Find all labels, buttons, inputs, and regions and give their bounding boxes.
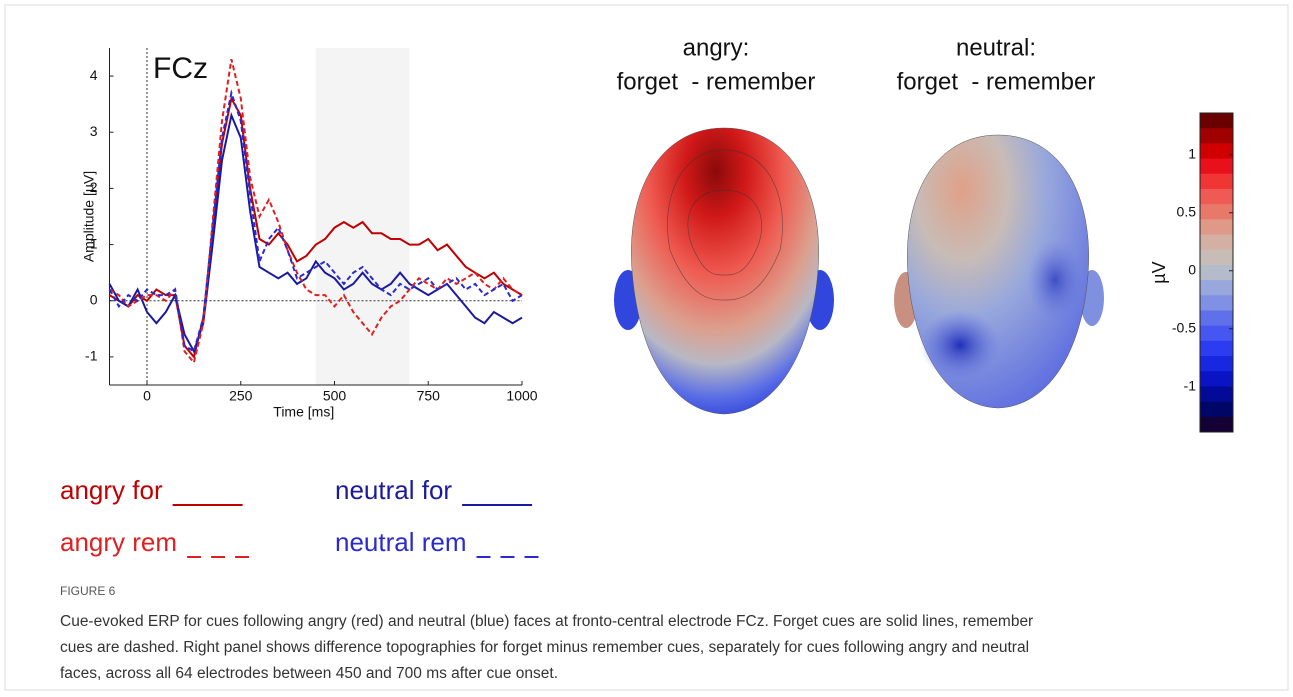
- colorbar-step: [1200, 417, 1233, 433]
- caption-line: faces, across all 64 electrodes between …: [60, 665, 558, 682]
- caption-line: Cue-evoked ERP for cues following angry …: [60, 613, 1033, 630]
- colorbar-step: [1200, 143, 1233, 159]
- topography-title: forget - remember: [617, 68, 816, 95]
- colorbar-step: [1200, 310, 1233, 326]
- colorbar-step: [1200, 235, 1233, 251]
- x-tick-label: 750: [417, 388, 441, 404]
- x-tick-label: 1000: [506, 388, 537, 404]
- x-axis-label: Time [ms]: [273, 404, 334, 420]
- legend-label: angry rem: [60, 527, 177, 557]
- colorbar-step: [1200, 295, 1233, 311]
- colorbar-step: [1200, 386, 1233, 402]
- colorbar-step: [1200, 402, 1233, 418]
- legend-label: angry for: [60, 475, 163, 505]
- colorbar-step: [1200, 356, 1233, 372]
- colorbar-tick-label: 0: [1188, 261, 1196, 277]
- colorbar-step: [1200, 280, 1233, 296]
- colorbar-step: [1200, 204, 1233, 220]
- colorbar-tick-label: 0.5: [1177, 203, 1197, 219]
- y-axis-label: Amplitude [µV]: [81, 171, 97, 262]
- colorbar-label: µV: [1149, 261, 1169, 283]
- colorbar-step: [1200, 189, 1233, 205]
- colorbar-step: [1200, 371, 1233, 387]
- chart-title: FCz: [153, 52, 208, 85]
- colorbar-step: [1200, 250, 1233, 266]
- colorbar-tick-label: -0.5: [1172, 319, 1196, 335]
- y-tick-label: 3: [90, 123, 98, 139]
- figure: -10123402505007501000Time [ms]Amplitude …: [0, 0, 1293, 697]
- colorbar-step: [1200, 219, 1233, 235]
- x-tick-label: 500: [323, 388, 347, 404]
- y-tick-label: 4: [90, 67, 98, 83]
- topography-title: angry:: [683, 34, 750, 61]
- topography-title: neutral:: [956, 34, 1036, 61]
- colorbar-step: [1200, 265, 1233, 281]
- x-tick-label: 0: [143, 388, 151, 404]
- colorbar-step: [1200, 341, 1233, 357]
- colorbar-step: [1200, 326, 1233, 342]
- topography-title: forget - remember: [897, 68, 1096, 95]
- y-tick-label: 0: [90, 291, 98, 307]
- colorbar-step: [1200, 159, 1233, 175]
- analysis-window: [316, 48, 410, 385]
- colorbar-tick-label: -1: [1184, 377, 1197, 393]
- caption-line: cues are dashed. Right panel shows diffe…: [60, 639, 1029, 656]
- figure-frame: [5, 5, 1288, 690]
- x-tick-label: 250: [229, 388, 253, 404]
- colorbar-step: [1200, 113, 1233, 129]
- colorbar-step: [1200, 174, 1233, 190]
- colorbar-step: [1200, 128, 1233, 144]
- legend-label: neutral for: [335, 475, 452, 505]
- legend-label: neutral rem: [335, 527, 467, 557]
- figure-label: FIGURE 6: [60, 584, 116, 598]
- colorbar-tick-label: 1: [1188, 145, 1196, 161]
- y-tick-label: -1: [85, 348, 98, 364]
